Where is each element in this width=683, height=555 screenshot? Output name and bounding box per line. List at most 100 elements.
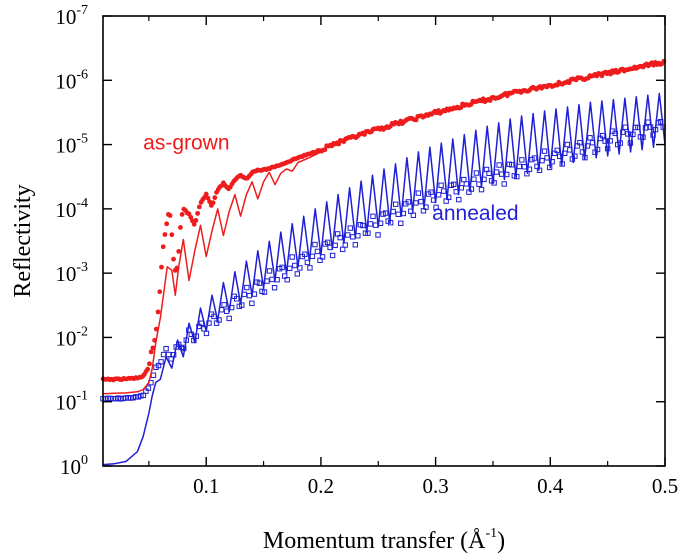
data-point bbox=[410, 212, 417, 218]
data-point bbox=[360, 222, 366, 229]
data-point bbox=[226, 315, 232, 322]
data-point bbox=[164, 221, 170, 227]
data-point bbox=[287, 265, 293, 272]
data-point bbox=[246, 292, 253, 299]
data-point bbox=[478, 186, 485, 193]
x-tick-label: 0.2 bbox=[308, 474, 334, 498]
x-axis-title: Momentum transfer (Å-1) bbox=[263, 526, 505, 554]
data-point bbox=[256, 280, 263, 286]
data-point bbox=[159, 264, 164, 270]
y-tick-label: 10-1 bbox=[55, 389, 88, 415]
annotation-annealed: annealed bbox=[432, 202, 518, 225]
data-point bbox=[509, 162, 515, 168]
data-point bbox=[541, 148, 548, 154]
data-point bbox=[645, 119, 651, 125]
chart-fit-lines bbox=[102, 92, 666, 466]
chart-data-points bbox=[100, 58, 667, 402]
data-point bbox=[261, 289, 268, 295]
data-point bbox=[239, 302, 245, 308]
data-point bbox=[196, 204, 202, 210]
data-point bbox=[158, 359, 164, 365]
data-point bbox=[191, 221, 197, 227]
y-tick-label: 10-2 bbox=[55, 324, 88, 350]
data-point bbox=[564, 141, 570, 148]
data-point bbox=[266, 268, 273, 274]
data-point bbox=[516, 163, 523, 170]
data-point bbox=[307, 265, 313, 271]
data-point bbox=[312, 241, 318, 248]
y-axis-title: Reflectivity bbox=[10, 184, 36, 297]
data-point bbox=[395, 211, 401, 217]
series-annotations: annealed as-grown bbox=[143, 132, 518, 226]
data-point bbox=[418, 198, 424, 205]
data-point bbox=[147, 361, 152, 367]
data-point bbox=[178, 225, 183, 230]
data-point bbox=[531, 155, 538, 161]
data-point bbox=[428, 189, 434, 195]
data-point bbox=[145, 385, 152, 391]
data-point bbox=[309, 253, 316, 260]
plot-frame bbox=[102, 15, 666, 467]
data-point bbox=[264, 278, 270, 284]
data-point bbox=[297, 265, 303, 271]
data-point bbox=[584, 143, 591, 149]
data-point bbox=[212, 195, 218, 201]
data-point bbox=[519, 157, 525, 163]
data-point bbox=[160, 244, 166, 250]
data-point bbox=[438, 182, 444, 188]
data-point bbox=[155, 309, 161, 315]
data-point bbox=[205, 195, 211, 201]
data-point bbox=[160, 351, 167, 358]
y-tick-label: 10-4 bbox=[55, 196, 88, 222]
data-point bbox=[169, 232, 175, 238]
data-point bbox=[370, 213, 376, 219]
data-point bbox=[195, 210, 201, 216]
data-point bbox=[289, 254, 295, 260]
data-point bbox=[382, 210, 389, 216]
series-as-grown-fit-line bbox=[102, 151, 322, 395]
data-point bbox=[405, 199, 412, 205]
data-point bbox=[501, 181, 507, 187]
data-point bbox=[372, 222, 379, 228]
data-point bbox=[471, 176, 477, 182]
data-point bbox=[163, 345, 169, 352]
data-point bbox=[392, 201, 399, 207]
x-tick-label: 0.4 bbox=[537, 474, 564, 498]
data-point bbox=[352, 242, 359, 248]
data-point bbox=[157, 289, 163, 295]
data-point bbox=[345, 232, 351, 238]
data-point bbox=[179, 212, 185, 217]
data-point bbox=[210, 200, 216, 206]
data-point bbox=[622, 124, 629, 130]
data-point bbox=[167, 213, 173, 218]
data-point bbox=[642, 125, 649, 131]
data-point bbox=[203, 191, 209, 197]
x-tick-label: 0.3 bbox=[422, 474, 448, 498]
x-tick-label: 0.1 bbox=[193, 474, 219, 498]
data-point bbox=[150, 372, 157, 378]
data-point bbox=[456, 196, 462, 203]
data-point bbox=[337, 234, 343, 241]
data-point bbox=[440, 188, 447, 194]
y-tick-label: 10-6 bbox=[55, 67, 88, 93]
data-point bbox=[176, 248, 182, 254]
data-point bbox=[221, 302, 227, 308]
data-point bbox=[249, 300, 255, 306]
data-point bbox=[188, 214, 194, 220]
data-point bbox=[367, 221, 374, 227]
y-tick-label: 10-5 bbox=[55, 132, 88, 158]
data-point bbox=[319, 254, 326, 260]
axis-ticks bbox=[103, 15, 666, 467]
data-point bbox=[620, 129, 626, 135]
data-point bbox=[387, 220, 394, 226]
data-point bbox=[375, 232, 381, 238]
data-point bbox=[292, 262, 298, 269]
data-point bbox=[269, 276, 275, 283]
data-point bbox=[342, 242, 348, 248]
data-point bbox=[577, 139, 583, 146]
data-point bbox=[365, 230, 371, 236]
data-point bbox=[193, 217, 199, 223]
data-point bbox=[271, 285, 278, 291]
data-point bbox=[496, 162, 502, 168]
data-point bbox=[336, 141, 342, 147]
